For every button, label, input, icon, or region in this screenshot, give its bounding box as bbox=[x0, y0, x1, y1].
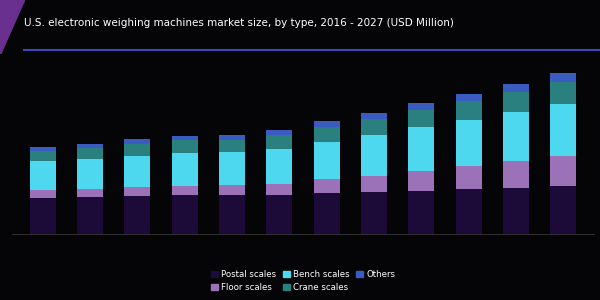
Bar bbox=[266, 135, 292, 149]
Bar bbox=[314, 142, 340, 179]
Text: U.S. electronic weighing machines market size, by type, 2016 - 2027 (USD Million: U.S. electronic weighing machines market… bbox=[24, 18, 454, 28]
Bar bbox=[219, 185, 245, 195]
Bar bbox=[408, 103, 434, 110]
Bar bbox=[455, 94, 482, 101]
Bar bbox=[124, 156, 151, 188]
Bar bbox=[77, 148, 103, 159]
Bar bbox=[408, 171, 434, 191]
Bar bbox=[455, 120, 482, 166]
Bar bbox=[30, 190, 56, 198]
Bar bbox=[550, 156, 576, 186]
Bar bbox=[550, 104, 576, 156]
Bar bbox=[77, 143, 103, 148]
Bar bbox=[361, 192, 387, 234]
Bar bbox=[77, 189, 103, 197]
Bar bbox=[124, 140, 151, 144]
Bar bbox=[172, 195, 198, 234]
Bar bbox=[30, 198, 56, 234]
Bar bbox=[408, 191, 434, 234]
Bar bbox=[361, 119, 387, 135]
Legend: Postal scales, Floor scales, Bench scales, Crane scales, Others: Postal scales, Floor scales, Bench scale… bbox=[208, 267, 398, 296]
Bar bbox=[77, 159, 103, 189]
Bar bbox=[172, 140, 198, 153]
Bar bbox=[219, 135, 245, 140]
Bar bbox=[408, 127, 434, 171]
Bar bbox=[172, 153, 198, 186]
Bar bbox=[455, 189, 482, 234]
Bar bbox=[172, 186, 198, 195]
Bar bbox=[314, 179, 340, 193]
Bar bbox=[314, 193, 340, 234]
Bar bbox=[503, 92, 529, 112]
Bar bbox=[266, 149, 292, 184]
Bar bbox=[124, 144, 151, 156]
Bar bbox=[266, 194, 292, 234]
Bar bbox=[455, 101, 482, 120]
Bar bbox=[550, 82, 576, 104]
Bar bbox=[550, 73, 576, 82]
Bar bbox=[550, 186, 576, 234]
Bar bbox=[219, 195, 245, 234]
Bar bbox=[30, 147, 56, 151]
Bar bbox=[503, 84, 529, 92]
Bar bbox=[266, 184, 292, 194]
Bar bbox=[361, 112, 387, 119]
Bar bbox=[219, 152, 245, 185]
Bar bbox=[30, 161, 56, 190]
Bar bbox=[30, 151, 56, 161]
Bar bbox=[361, 135, 387, 176]
Bar bbox=[124, 188, 151, 196]
Bar bbox=[314, 122, 340, 127]
Bar bbox=[124, 196, 151, 234]
Bar bbox=[503, 161, 529, 188]
Polygon shape bbox=[0, 0, 24, 54]
Bar bbox=[503, 112, 529, 161]
Bar bbox=[314, 127, 340, 142]
Bar bbox=[266, 130, 292, 135]
Bar bbox=[503, 188, 529, 234]
Bar bbox=[77, 197, 103, 234]
Bar bbox=[455, 166, 482, 189]
Bar bbox=[408, 110, 434, 127]
Bar bbox=[172, 136, 198, 140]
Bar bbox=[361, 176, 387, 192]
Bar bbox=[219, 140, 245, 152]
